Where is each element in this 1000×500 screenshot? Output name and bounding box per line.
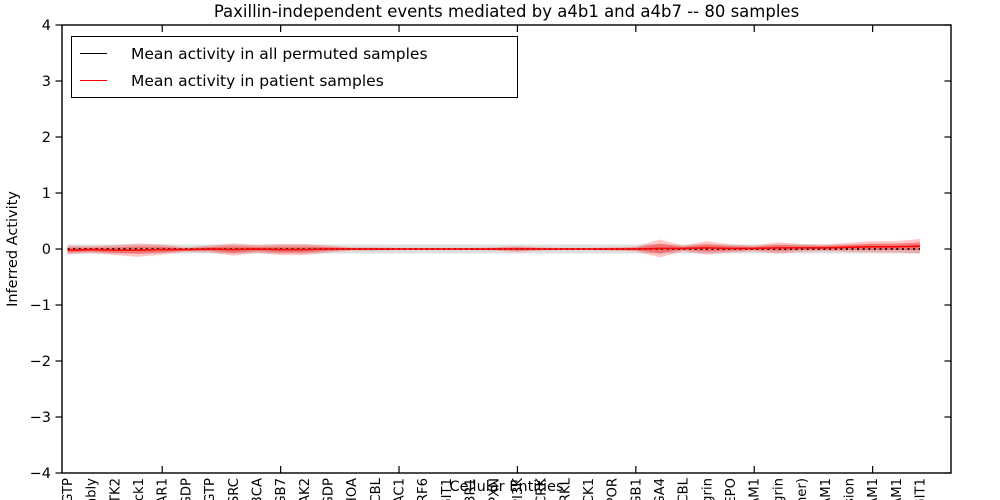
x-tick-label: CRKL/CBL [677, 477, 692, 500]
y-tick-label: 3 [42, 74, 51, 90]
x-tick-label: GIT1 [440, 478, 455, 500]
x-tick-label: ITGA4 [653, 478, 668, 500]
patient-line-sample-icon [80, 80, 107, 81]
x-tick-label: RAC1 [393, 478, 408, 500]
x-tick-label: alpha4/beta7 Integrin [700, 478, 715, 500]
permuted-line-sample-icon [80, 53, 107, 54]
x-tick-label: alpha4/beta1 Integrin/VCAM1 [890, 478, 905, 500]
legend-item-permuted: Mean activity in all permuted samples [72, 45, 517, 63]
legend-label-permuted: Mean activity in all permuted samples [131, 44, 428, 63]
x-tick-label: mol:GDP [179, 478, 194, 500]
x-tick-label: RHOA [345, 478, 360, 500]
patient-band-inner [67, 242, 920, 254]
y-axis-title: Inferred Activity [5, 191, 21, 307]
y-tick-label: 1 [42, 186, 51, 202]
x-axis-title: Cellular Entities [449, 479, 564, 495]
x-tick-label: PIK3R1 [464, 478, 479, 500]
x-tick-label: CRKL [558, 477, 573, 500]
x-tick-label: VCAM1 [819, 478, 834, 500]
x-tick-label: PIK3CA [250, 478, 265, 500]
y-tick-label: −1 [30, 298, 51, 314]
chart-title: Paxillin-independent events mediated by … [213, 2, 800, 21]
x-tick-label: mol:GTP [203, 478, 218, 500]
x-tick-label: alpha4/beta1 Integrin [771, 478, 786, 500]
x-tick-label: CRK [535, 478, 550, 500]
x-tick-label: Rac1/GTP [61, 478, 76, 500]
x-tick-label: PXN [487, 478, 502, 500]
x-tick-label: cell adhesion [842, 478, 857, 500]
x-tick-label: MADCAM1 [748, 478, 763, 500]
y-tick-label: −2 [30, 354, 51, 370]
x-tick-label: EPO/EPOR (dimer) [795, 478, 810, 500]
x-tick-label: DOCK1 [582, 478, 597, 500]
x-tick-label: EPO [724, 478, 739, 500]
x-tick-label: PI3K [511, 478, 526, 500]
x-tick-label: alpha4/beta7 Integrin/MAdCAM1 [866, 478, 881, 500]
x-tick-label: p130Cas/Crk/Dock1 [132, 478, 147, 500]
y-tick-label: −3 [30, 410, 51, 426]
x-tick-label: BCAR1 [156, 478, 171, 500]
x-tick-label: ARF6 [416, 478, 431, 500]
x-tick-label: lamellipodium assembly [85, 478, 100, 500]
y-tick-label: 4 [42, 18, 51, 34]
legend: Mean activity in all permuted samples Me… [71, 36, 518, 98]
x-tick-label: CBL [369, 477, 384, 500]
x-tick-label: EPOR [606, 478, 621, 500]
x-tick-label: ITGB1 [629, 478, 644, 500]
x-tick-label: PTK2 [108, 478, 123, 500]
x-tick-label: JAK2 [298, 478, 313, 500]
patient-mean-line [67, 245, 921, 251]
x-tick-label: SRC [227, 478, 242, 500]
legend-label-patient: Mean activity in patient samples [131, 71, 384, 90]
legend-item-patient: Mean activity in patient samples [72, 72, 517, 90]
x-tick-label: Rac1/GDP [321, 478, 336, 500]
x-tick-label: alpha4/beta1 Integrin/Paxillin/GIT1 [914, 478, 929, 500]
y-tick-label: 0 [42, 242, 51, 258]
y-tick-label: 2 [42, 130, 51, 146]
y-tick-label: −4 [30, 466, 51, 482]
x-tick-label: ITGB7 [274, 478, 289, 500]
